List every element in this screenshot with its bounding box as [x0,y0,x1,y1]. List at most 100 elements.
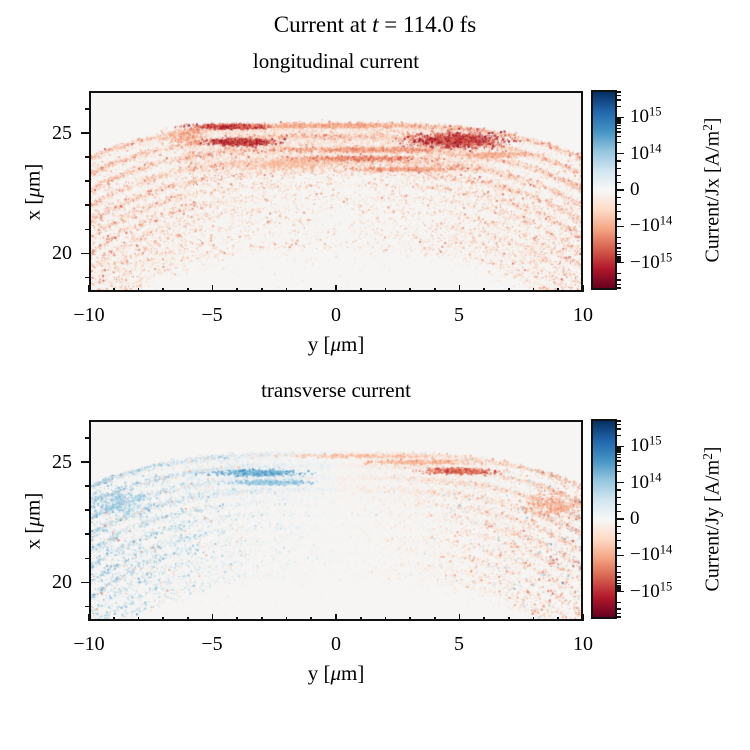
tick-mark [617,449,621,451]
tick-mark [617,496,621,498]
tick-mark [617,91,621,93]
tick-mark [211,284,214,292]
tick-mark [433,287,436,292]
colorbar-gradient [593,92,615,288]
tick-mark [617,131,621,133]
tick-mark [236,616,239,621]
cb-label-pre: Current/Jy [A/m [701,459,724,592]
tick-mark [617,211,621,213]
y-axis-label-pre: x [ [20,526,45,550]
x-tick-label: 0 [331,304,341,326]
x-tick-label: −10 [73,633,105,655]
tick-mark [617,218,621,220]
tick-mark [261,287,263,292]
panel-longitudinal: longitudinal current −10 −5 0 5 10 25 20… [21,49,725,356]
panel-transverse: transverse current −10 −5 0 5 10 25 20 y… [0,329,750,704]
cb-tick-exp: 15 [659,579,673,594]
tick-mark [617,118,621,120]
tick-mark [617,236,621,238]
cb-tick-base: 10 [630,106,649,128]
tick-mark [617,576,621,578]
tick-mark [617,182,621,184]
colorbar-tick-label: 0 [630,507,708,531]
x-tick-label: −5 [201,633,223,655]
tick-mark [261,616,263,621]
tick-mark [384,616,387,621]
tick-mark [84,437,89,439]
tick-mark [409,616,411,621]
tick-mark [617,434,621,437]
tick-mark [617,601,621,604]
cb-tick-exp: 14 [649,141,662,156]
cb-tick-base: 10 [630,142,649,164]
x-axis-label-pre: y [ [307,332,331,356]
tick-mark [359,287,362,292]
y-axis-label: x [μm] [21,493,46,550]
tick-mark [557,616,560,621]
colorbar-axis-label: Current/Jx [A/m2] [699,118,725,263]
y-tick-label: 25 [52,122,72,144]
cb-label-pre: Current/Jx [A/m [701,130,724,263]
tick-mark [617,160,621,162]
tick-mark [458,284,461,292]
cb-label-sup: 2 [699,124,715,131]
tick-mark [582,613,584,621]
tick-mark [617,189,624,191]
tick-mark [617,612,621,615]
tick-mark [617,420,621,422]
tick-mark [508,287,510,292]
tick-mark [112,287,115,292]
tick-mark [617,518,624,520]
y-axis-label-pre: x [ [20,197,45,221]
tick-mark [617,589,621,591]
tick-mark [617,445,624,448]
tick-mark [617,471,621,473]
y-axis-label-post: m] [20,163,45,188]
tick-mark [236,287,239,292]
tick-mark [285,287,288,292]
tick-mark [617,554,624,557]
tick-mark [617,94,621,97]
tick-mark [617,540,621,542]
tick-mark [617,116,624,119]
tick-mark [617,272,621,275]
plot-area [81,91,584,292]
tick-mark [335,284,337,292]
tick-mark [84,108,89,110]
tick-mark [617,203,621,206]
cb-tick-exp: 14 [649,470,662,485]
tick-mark [617,616,621,618]
cb-tick-exp: 14 [659,214,673,229]
tick-mark [617,464,621,467]
tick-mark [483,287,486,292]
tick-mark [162,616,164,621]
tick-mark [617,99,621,101]
tick-mark [617,481,624,484]
tick-mark [508,616,510,621]
x-axis-label: y [μm] [89,661,583,686]
colorbar-tick-label: −1014 [630,214,708,238]
mu-symbol: μ [330,661,341,685]
x-tick-label: 0 [331,633,341,655]
tick-mark [84,533,89,536]
cb-label-post: ] [701,446,724,454]
cb-tick-exp: 14 [659,543,673,558]
tick-mark [617,453,621,456]
plot-area [81,420,584,621]
tick-mark [617,142,621,144]
tick-mark [335,613,337,621]
scatter-canvas [89,420,583,621]
tick-mark [483,616,486,621]
cb-tick-base: −10 [630,580,660,602]
colorbar-gradient [593,421,615,617]
colorbar-tick-label: −1015 [630,580,708,604]
tick-mark [84,156,89,159]
colorbar-tick-label: 0 [630,178,708,202]
mu-symbol: μ [330,332,341,356]
tick-mark [617,105,621,108]
cb-tick-base: −10 [630,544,660,566]
y-axis-label: x [μm] [21,164,46,221]
tick-mark [617,565,621,567]
tick-mark [617,287,621,289]
y-tick-label: 20 [52,571,72,593]
